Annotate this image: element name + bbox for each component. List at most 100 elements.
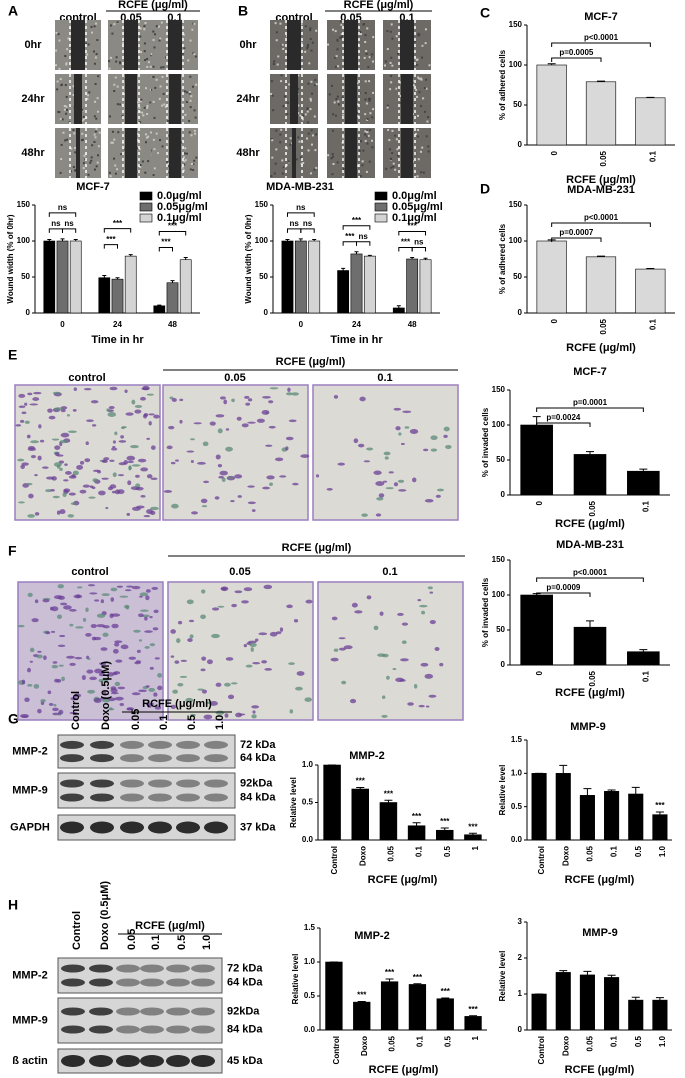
stained-cell — [177, 620, 183, 625]
texture — [371, 116, 374, 119]
texture — [419, 150, 422, 153]
error-bar — [285, 239, 290, 241]
bar — [337, 270, 350, 314]
stained-cell — [151, 586, 159, 590]
texture — [182, 33, 185, 36]
stained-cell — [37, 455, 42, 461]
stained-cell — [179, 675, 188, 678]
stained-cell — [60, 432, 70, 438]
stained-cell — [424, 673, 434, 679]
texture — [340, 36, 343, 39]
texture — [272, 109, 275, 112]
micrograph — [317, 581, 464, 721]
texture — [364, 130, 367, 133]
texture — [426, 120, 429, 123]
stained-cell — [73, 693, 82, 698]
stained-cell — [146, 393, 154, 396]
texture — [194, 132, 197, 135]
texture — [315, 83, 318, 86]
texture — [182, 52, 185, 55]
stained-cell — [217, 463, 223, 468]
significance-label: *** — [412, 812, 422, 821]
texture — [95, 53, 98, 56]
texture — [424, 28, 427, 31]
stained-cell — [20, 464, 25, 470]
texture — [184, 159, 187, 162]
y-tick-label: 2 — [518, 953, 523, 962]
texture — [270, 175, 273, 178]
texture — [368, 99, 371, 102]
texture — [185, 91, 188, 94]
texture — [299, 114, 302, 117]
stained-cell — [377, 653, 386, 657]
texture — [66, 48, 69, 51]
stained-cell — [114, 431, 118, 436]
texture — [86, 53, 89, 56]
texture — [81, 108, 84, 111]
stained-cell — [101, 593, 110, 597]
texture — [297, 112, 300, 115]
stained-cell — [200, 589, 206, 594]
bar — [520, 594, 553, 666]
texture — [137, 132, 140, 135]
texture — [366, 131, 369, 134]
y-tick-label: 50 — [496, 625, 505, 634]
texture — [339, 20, 342, 23]
texture — [116, 103, 119, 106]
stained-cell — [144, 630, 153, 633]
x-axis-label: RCFE (μg/ml) — [566, 342, 636, 354]
texture — [183, 163, 186, 166]
error-bar — [157, 304, 162, 306]
stained-cell — [201, 689, 208, 694]
texture — [63, 104, 66, 107]
texture — [414, 40, 417, 43]
bar — [392, 307, 405, 314]
wound-gap — [125, 74, 137, 124]
y-tick-label: 1.0 — [302, 760, 314, 769]
stained-cell — [63, 479, 69, 482]
significance-label: ns — [296, 203, 306, 212]
error-bar — [547, 63, 556, 65]
stained-cell — [36, 654, 43, 659]
texture — [60, 84, 63, 87]
error-bar — [73, 239, 78, 241]
stained-cell — [27, 392, 33, 396]
bar — [419, 259, 432, 314]
lane-label: 0.05 — [130, 709, 142, 730]
y-tick-label: 50 — [259, 272, 268, 281]
row-label: 24hr — [236, 93, 260, 105]
stained-cell — [145, 685, 150, 688]
stained-cell — [343, 645, 353, 650]
significance-bracket — [48, 228, 63, 233]
stained-cell — [337, 462, 346, 466]
stained-cell — [235, 712, 243, 718]
stained-cell — [138, 639, 143, 642]
wound-gap — [125, 128, 137, 178]
significance-bracket — [551, 237, 602, 242]
stained-cell — [131, 399, 136, 405]
texture — [420, 171, 423, 174]
stained-cell — [135, 660, 142, 663]
significance-bracket — [551, 57, 602, 62]
band — [166, 1007, 190, 1016]
lane-label: Control — [71, 911, 83, 950]
texture — [146, 106, 149, 109]
band-size: 37 kDa — [240, 821, 276, 833]
stained-cell — [114, 681, 121, 687]
significance-label: *** — [345, 232, 355, 241]
stained-cell — [206, 659, 213, 665]
band — [61, 1055, 85, 1067]
texture — [164, 105, 167, 108]
bar — [407, 825, 426, 841]
texture — [314, 149, 317, 152]
stained-cell — [203, 480, 210, 484]
texture — [366, 27, 369, 30]
bar — [628, 793, 644, 841]
error-bar — [412, 822, 421, 826]
group-label: RCFE (μg/ml) — [276, 356, 346, 368]
stained-cell — [200, 498, 208, 504]
error-bar — [441, 997, 450, 999]
texture — [93, 140, 96, 143]
texture — [334, 30, 337, 33]
x-axis-label: RCFE (μg/ml) — [565, 1064, 635, 1076]
